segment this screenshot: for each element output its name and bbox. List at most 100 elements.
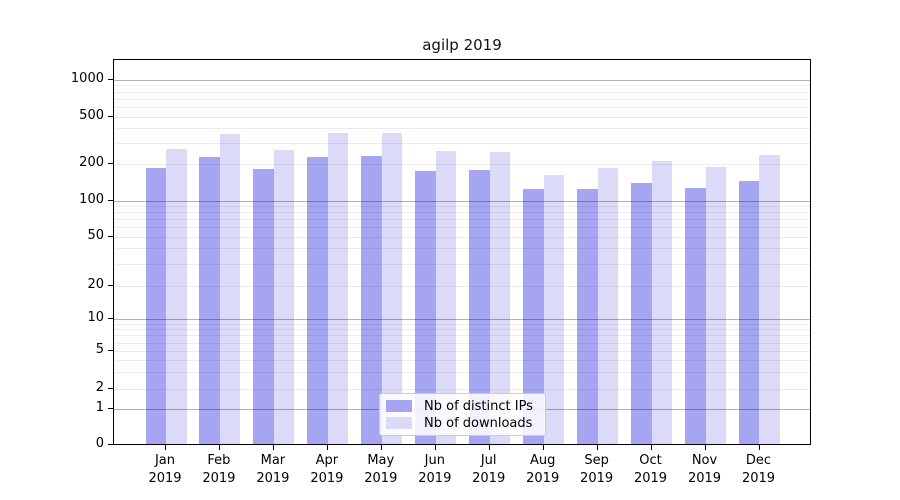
x-tick-mark-jun <box>434 445 436 450</box>
chart-title: agilp 2019 <box>422 36 502 54</box>
x-tick-mark-sep <box>596 445 598 450</box>
gridline-200 <box>114 163 810 165</box>
bar-distinct-ips-dec <box>738 181 760 444</box>
x-tick-mark-jan <box>165 445 166 450</box>
bar-downloads-jan <box>166 149 187 444</box>
gridline-70 <box>114 219 810 220</box>
y-tick-label-5: 5 <box>95 342 104 357</box>
x-tick-mark-dec <box>758 445 760 450</box>
legend-item-downloads: Nb of downloads <box>386 415 537 431</box>
gridline-3 <box>114 371 810 373</box>
y-tick-mark-10 <box>108 317 113 319</box>
bar-distinct-ips-sep <box>577 188 598 444</box>
gridline-800 <box>114 91 810 93</box>
gridline-700 <box>114 98 810 100</box>
x-tick-label-feb: Feb 2019 <box>202 453 236 486</box>
bar-downloads-may <box>381 132 403 444</box>
y-tick-mark-500 <box>108 116 113 117</box>
x-tick-label-apr: Apr 2019 <box>310 453 344 486</box>
bar-downloads-feb <box>219 133 241 444</box>
gridline-2 <box>114 388 810 390</box>
bar-distinct-ips-may <box>361 155 382 444</box>
x-tick-label-sep: Sep 2019 <box>580 453 614 486</box>
gridline-400 <box>114 128 810 130</box>
bar-distinct-ips-mar <box>253 168 274 444</box>
bar-downloads-aug <box>543 174 565 444</box>
bar-distinct-ips-jul <box>469 169 490 444</box>
y-tick-mark-1 <box>108 408 113 409</box>
gridline-20 <box>114 285 810 287</box>
bar-distinct-ips-jan <box>145 168 166 444</box>
gridline-50 <box>114 236 810 238</box>
y-tick-label-2: 2 <box>95 379 104 395</box>
bar-distinct-ips-apr <box>307 157 328 444</box>
x-tick-label-mar: Mar 2019 <box>256 453 290 486</box>
x-tick-mark-may <box>380 445 382 450</box>
bar-distinct-ips-aug <box>523 188 544 444</box>
gridline-6 <box>114 342 810 344</box>
y-tick-mark-20 <box>108 284 113 286</box>
gridline-7 <box>114 335 810 337</box>
bar-downloads-dec <box>759 154 780 444</box>
gridline-9 <box>114 323 810 325</box>
bar-downloads-jul <box>489 152 511 444</box>
bar-downloads-mar <box>273 149 295 444</box>
y-tick-label-1000: 1000 <box>70 70 104 86</box>
bar-distinct-ips-nov <box>685 187 706 444</box>
x-tick-label-jun: Jun 2019 <box>418 453 452 486</box>
bar-downloads-jun <box>435 151 457 444</box>
x-tick-label-dec: Dec 2019 <box>741 453 776 486</box>
x-tick-mark-jul <box>488 445 490 450</box>
y-tick-label-1: 1 <box>95 400 104 415</box>
gridline-60 <box>114 227 810 228</box>
legend-swatch-downloads <box>386 417 412 429</box>
bar-downloads-sep <box>597 168 619 444</box>
gridline-5 <box>114 351 810 352</box>
gridline-80 <box>114 212 810 214</box>
bar-downloads-apr <box>327 133 349 444</box>
plot-area <box>113 59 811 445</box>
y-tick-label-10: 10 <box>87 309 104 325</box>
x-tick-mark-mar <box>272 445 274 450</box>
gridline-90 <box>114 206 810 207</box>
gridline-4 <box>114 360 810 362</box>
gridline-40 <box>114 248 810 250</box>
legend: Nb of distinct IPs Nb of downloads <box>379 393 546 436</box>
y-tick-label-50: 50 <box>87 227 104 243</box>
gridline-900 <box>114 85 810 87</box>
x-tick-mark-aug <box>542 445 544 450</box>
gridline-300 <box>114 143 810 145</box>
gridline-100 <box>114 200 810 202</box>
x-tick-mark-oct <box>650 445 652 450</box>
gridline-8 <box>114 329 810 331</box>
gridline-500 <box>114 117 810 118</box>
x-tick-label-jul: Jul 2019 <box>472 453 506 486</box>
gridline-10 <box>114 318 810 320</box>
y-tick-mark-0 <box>108 444 113 445</box>
gridline-1000 <box>114 79 810 81</box>
x-tick-label-may: May 2019 <box>364 453 398 486</box>
gridline-30 <box>114 263 810 265</box>
legend-label-distinct-ips: Nb of distinct IPs <box>424 398 533 414</box>
gridline-600 <box>114 107 810 109</box>
y-tick-label-500: 500 <box>79 108 104 123</box>
y-tick-mark-100 <box>108 199 113 201</box>
x-tick-label-aug: Aug 2019 <box>526 453 560 486</box>
x-tick-mark-feb <box>218 445 220 450</box>
bar-distinct-ips-feb <box>199 157 220 444</box>
y-tick-mark-5 <box>108 350 113 351</box>
bar-downloads-oct <box>651 161 673 444</box>
y-tick-mark-2 <box>108 387 113 389</box>
legend-label-downloads: Nb of downloads <box>424 415 533 431</box>
bar-downloads-nov <box>705 166 726 444</box>
x-tick-label-jan: Jan 2019 <box>148 453 182 486</box>
y-tick-mark-50 <box>108 235 113 237</box>
x-tick-label-oct: Oct 2019 <box>633 453 668 486</box>
legend-item-distinct-ips: Nb of distinct IPs <box>386 398 537 414</box>
x-tick-label-nov: Nov 2019 <box>687 453 722 486</box>
legend-swatch-distinct-ips <box>386 400 412 412</box>
y-tick-label-0: 0 <box>95 436 104 451</box>
x-tick-mark-nov <box>704 445 706 450</box>
y-tick-label-100: 100 <box>79 191 104 207</box>
